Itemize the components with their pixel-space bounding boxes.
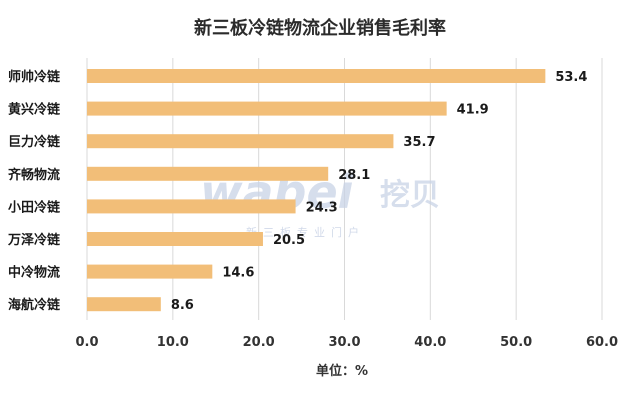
bar — [87, 199, 296, 214]
x-axis-ticks: 0.0 10.0 20.0 30.0 40.0 50.0 60.0 — [75, 335, 618, 350]
bar — [87, 232, 263, 246]
category-label: 齐畅物流 — [8, 167, 60, 183]
x-axis-label: 单位：% — [316, 363, 368, 379]
value-label: 8.6 — [171, 298, 194, 313]
bar — [87, 101, 447, 116]
value-label: 53.4 — [555, 70, 587, 85]
category-label: 师帅冷链 — [8, 69, 61, 85]
chart-title: 新三板冷链物流企业销售毛利率 — [194, 17, 446, 39]
value-label: 20.5 — [273, 233, 305, 248]
bar — [87, 69, 546, 83]
value-labels: 53.4 41.9 35.7 28.1 24.3 20.5 14.6 8.6 — [171, 70, 588, 313]
category-label: 中冷物流 — [8, 265, 60, 281]
value-label: 35.7 — [403, 135, 435, 150]
x-tick-label: 0.0 — [75, 335, 98, 350]
x-tick-label: 10.0 — [157, 335, 189, 350]
x-tick-label: 60.0 — [586, 335, 618, 350]
category-label: 小田冷链 — [8, 199, 61, 215]
x-tick-label: 50.0 — [500, 335, 532, 350]
x-tick-label: 30.0 — [328, 335, 360, 350]
x-tick-label: 20.0 — [243, 335, 275, 350]
value-label: 14.6 — [222, 266, 254, 281]
category-label: 巨力冷链 — [8, 134, 61, 150]
watermark-cn-text: 挖贝 — [380, 178, 440, 213]
value-label: 41.9 — [457, 103, 489, 118]
x-tick-label: 40.0 — [414, 335, 446, 350]
bar — [87, 297, 161, 312]
bar — [87, 264, 213, 279]
category-label: 黄兴冷链 — [8, 102, 61, 118]
bar — [87, 134, 394, 149]
category-label: 海航冷链 — [8, 297, 61, 313]
value-label: 24.3 — [306, 200, 338, 215]
watermark-subtitle: 新三板专业门户 — [246, 225, 365, 239]
bars — [87, 69, 546, 312]
value-label: 28.1 — [338, 168, 370, 183]
bar — [87, 166, 329, 181]
category-label: 万泽冷链 — [7, 232, 61, 248]
